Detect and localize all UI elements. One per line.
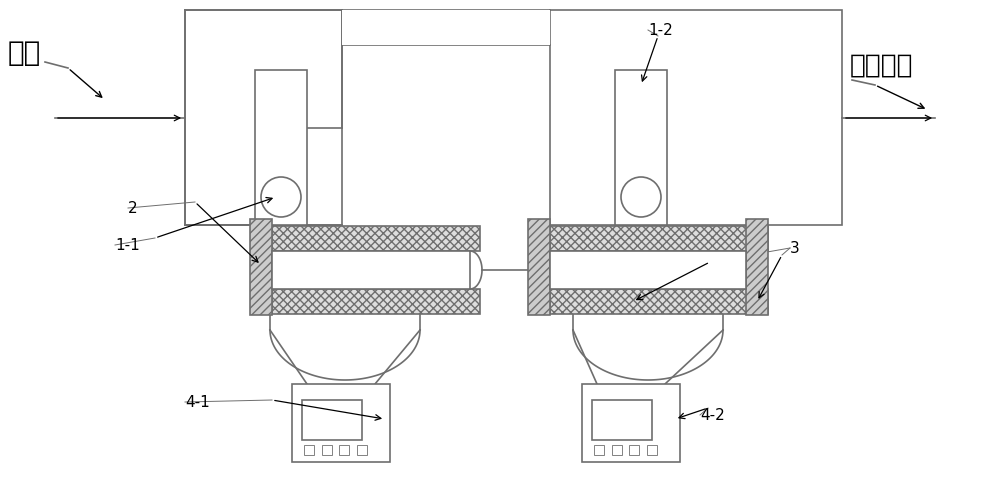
Bar xyxy=(302,400,362,440)
Bar xyxy=(746,219,768,315)
Text: 3: 3 xyxy=(790,241,800,256)
Circle shape xyxy=(621,178,661,217)
Circle shape xyxy=(261,178,301,217)
Bar xyxy=(629,445,639,455)
Bar xyxy=(292,384,390,462)
Bar xyxy=(339,445,349,455)
Bar xyxy=(304,445,314,455)
Bar xyxy=(185,11,342,226)
Bar xyxy=(594,445,604,455)
Bar xyxy=(646,445,656,455)
Bar xyxy=(582,384,680,462)
Bar xyxy=(550,252,746,289)
Bar xyxy=(255,71,307,226)
Bar xyxy=(528,219,550,315)
Text: 1-1: 1-1 xyxy=(115,238,140,253)
Text: 载气: 载气 xyxy=(8,39,41,67)
Bar xyxy=(615,71,667,226)
Bar xyxy=(357,445,367,455)
Text: 2: 2 xyxy=(128,201,138,216)
Bar xyxy=(550,227,768,252)
Text: 甲醛气体: 甲醛气体 xyxy=(850,53,914,79)
Bar xyxy=(322,445,332,455)
Text: 1-2: 1-2 xyxy=(648,24,673,38)
Bar xyxy=(250,219,272,315)
Bar xyxy=(272,289,480,314)
Text: 4-1: 4-1 xyxy=(185,395,210,409)
Bar xyxy=(550,11,842,226)
Bar xyxy=(342,11,550,46)
Bar xyxy=(592,400,652,440)
Bar xyxy=(272,227,480,252)
Text: 4-2: 4-2 xyxy=(700,408,725,422)
Bar xyxy=(612,445,622,455)
Bar xyxy=(550,289,768,314)
Bar xyxy=(272,252,470,289)
